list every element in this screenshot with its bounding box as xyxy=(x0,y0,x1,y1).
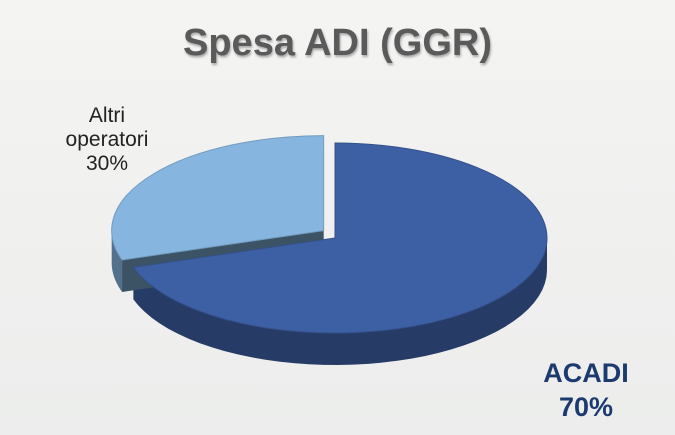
category-label: ACADI xyxy=(543,358,629,388)
pie-slice xyxy=(132,142,548,334)
chart-title: Spesa ADI (GGR) xyxy=(183,22,492,64)
category-label: Altri operatori xyxy=(65,104,149,151)
slice-side xyxy=(133,238,547,365)
slice-label: ACADI 70% xyxy=(531,356,641,424)
slice-label: Altri operatori 30% xyxy=(52,104,162,176)
value-label: 70% xyxy=(558,392,614,422)
value-label: 30% xyxy=(85,152,129,175)
pie-slice xyxy=(111,135,325,261)
